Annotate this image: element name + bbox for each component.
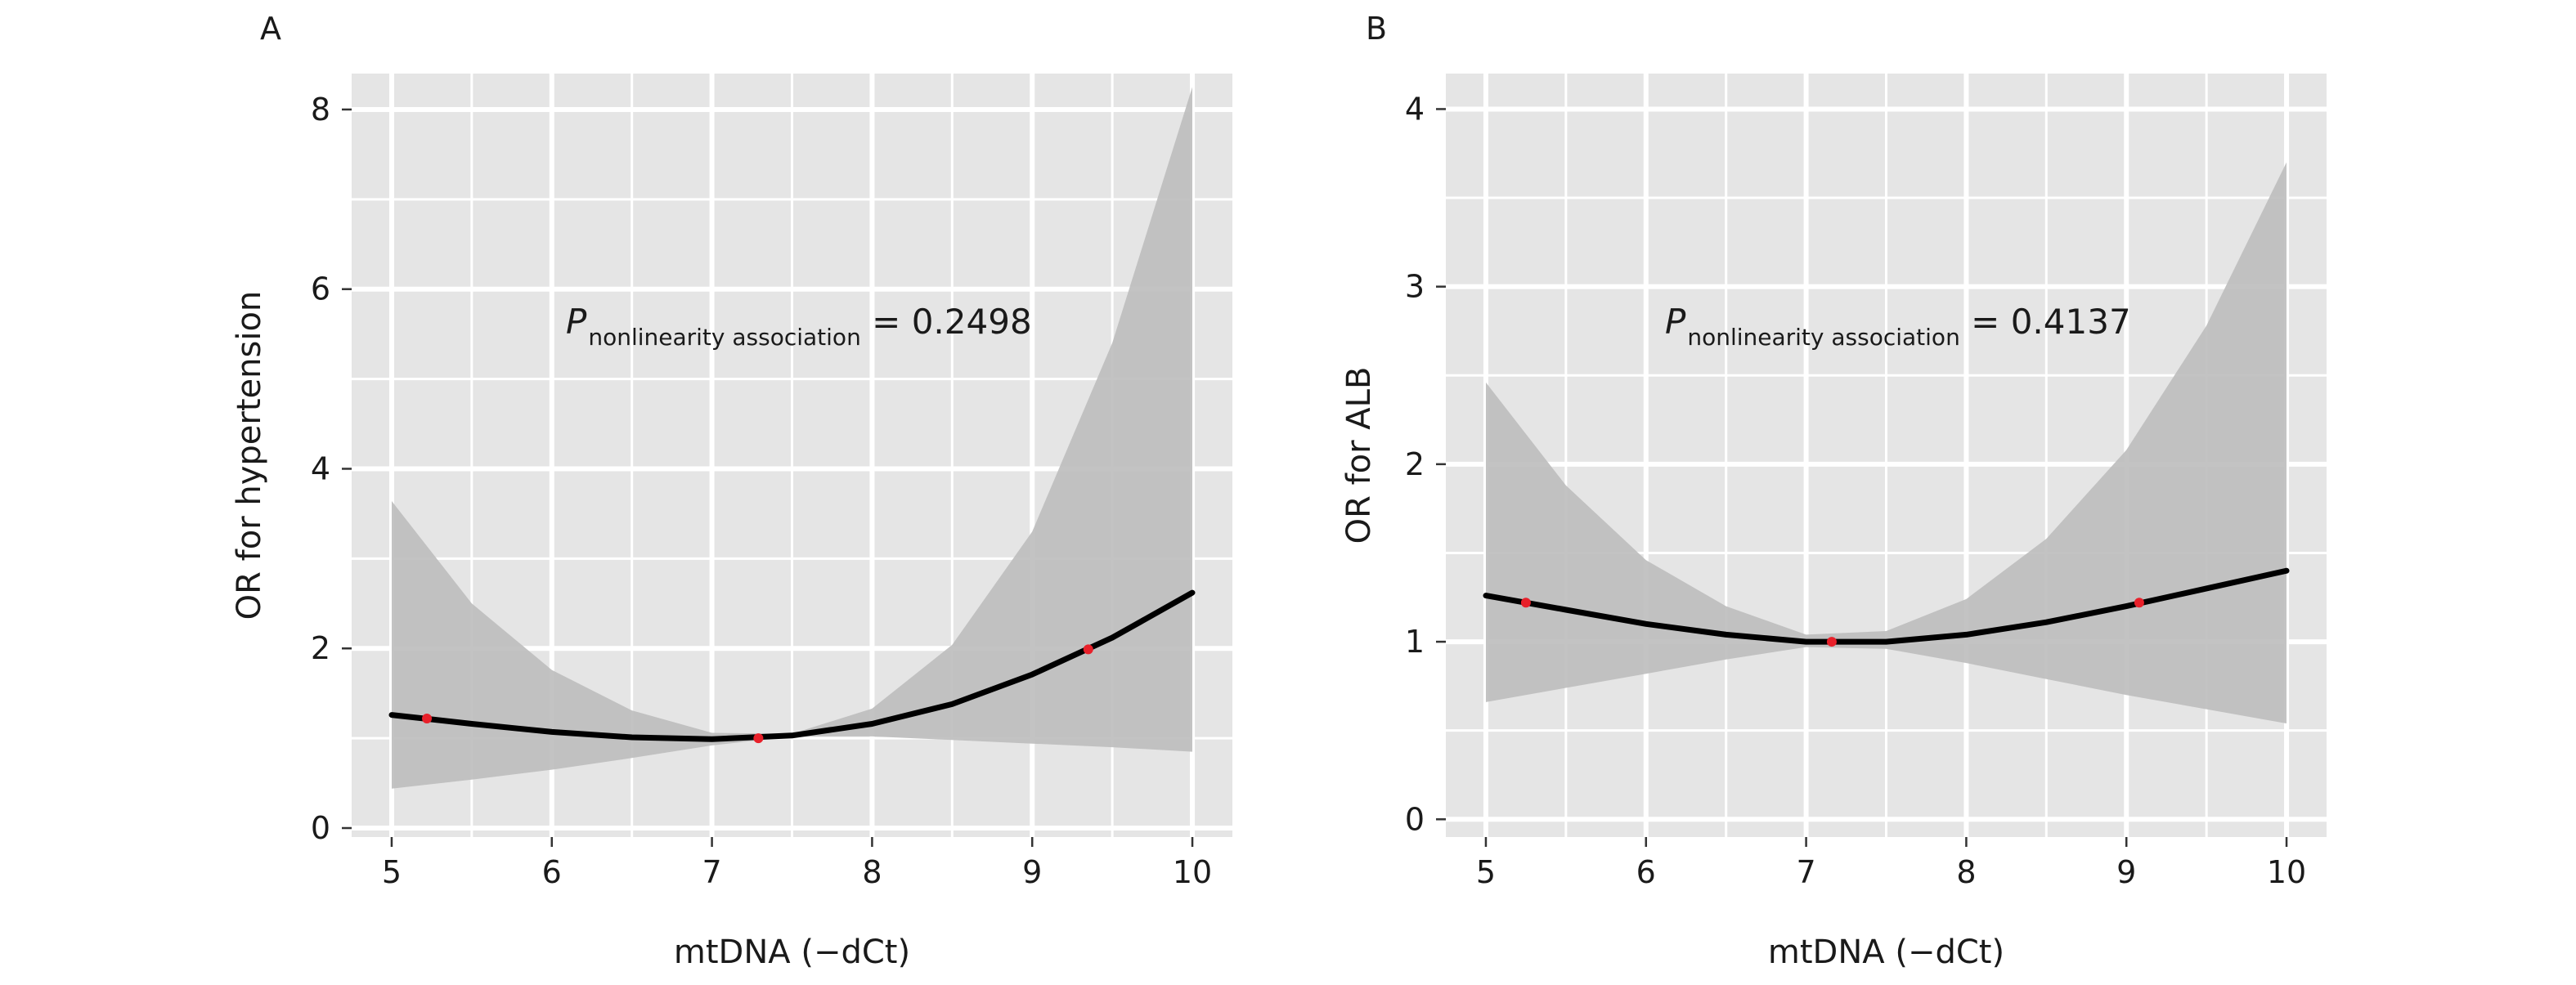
p-value-annotation: Pnonlinearity association = 0.2498 [566, 302, 1032, 351]
p-symbol: P [1665, 302, 1686, 342]
y-tick-label: 4 [311, 450, 330, 486]
panel-label: A [260, 11, 281, 47]
x-tick-label: 8 [1956, 854, 1976, 890]
panel-b: 5 6 7 8 9 10 0 1 2 3 4 mtDNA (−dCt) OR for ALB B Pnonl… [1340, 11, 2327, 971]
p-value: = 0.2498 [861, 302, 1032, 342]
p-value-annotation: Pnonlinearity association = 0.4137 [1665, 302, 2131, 351]
y-tick-label: 3 [1405, 269, 1425, 305]
reference-point [1520, 598, 1531, 608]
y-tick-label: 2 [311, 630, 330, 666]
p-symbol: P [566, 302, 587, 342]
p-subscript: nonlinearity association [588, 324, 860, 351]
x-tick-label: 5 [382, 854, 402, 890]
p-subscript: nonlinearity association [1687, 324, 1959, 351]
confidence-band [392, 87, 1192, 789]
x-axis-title: mtDNA (−dCt) [1768, 934, 2004, 971]
y-tick-label: 2 [1405, 446, 1425, 482]
x-tick-label: 9 [2116, 854, 2136, 890]
x-tick-label: 9 [1022, 854, 1042, 890]
y-axis-title: OR for ALB [1340, 367, 1378, 544]
x-tick-label: 6 [1636, 854, 1656, 890]
y-axis-title: OR for hypertension [231, 291, 268, 620]
reference-point [2134, 598, 2144, 608]
y-tick-label: 1 [1405, 624, 1425, 660]
y-tick-label: 4 [1405, 91, 1425, 127]
reference-point [422, 713, 433, 723]
estimate-line [388, 589, 1196, 742]
reference-point [1083, 644, 1093, 655]
confidence-band [1486, 162, 2287, 724]
y-tick-label: 0 [1405, 801, 1425, 837]
x-tick-label: 10 [1173, 854, 1212, 890]
reference-point [753, 733, 764, 744]
x-tick-label: 6 [542, 854, 562, 890]
x-tick-label: 5 [1476, 854, 1496, 890]
panel-label: B [1366, 11, 1387, 47]
y-tick-label: 8 [311, 92, 330, 128]
x-tick-label: 7 [702, 854, 721, 890]
x-tick-label: 10 [2267, 854, 2306, 890]
panel-a: 5 6 7 8 9 10 0 2 4 6 8 mtDNA (−dCt) OR for hypertens… [231, 11, 1232, 971]
x-axis-title: mtDNA (−dCt) [674, 934, 910, 971]
x-tick-label: 7 [1796, 854, 1815, 890]
reference-point [1826, 637, 1837, 647]
x-tick-label: 8 [862, 854, 882, 890]
y-tick-label: 6 [311, 271, 330, 307]
p-value: = 0.4137 [1960, 302, 2131, 342]
y-tick-label: 0 [311, 810, 330, 846]
estimate-line [1483, 567, 2290, 645]
